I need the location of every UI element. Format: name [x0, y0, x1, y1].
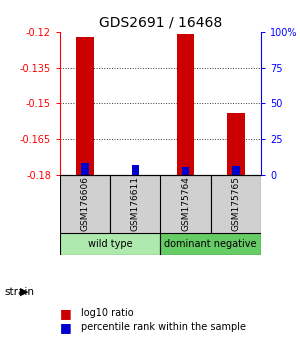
- Bar: [227, 113, 245, 175]
- Bar: [110, 175, 160, 233]
- Text: wild type: wild type: [88, 239, 133, 249]
- Bar: [127, 175, 144, 177]
- Bar: [60, 233, 160, 255]
- Text: percentile rank within the sample: percentile rank within the sample: [81, 322, 246, 332]
- Text: GSM176611: GSM176611: [131, 176, 140, 231]
- Title: GDS2691 / 16468: GDS2691 / 16468: [99, 15, 222, 29]
- Text: GSM176606: GSM176606: [81, 176, 90, 231]
- Text: strain: strain: [4, 287, 34, 297]
- Bar: [160, 233, 261, 255]
- Text: ▶: ▶: [20, 287, 29, 297]
- Bar: [160, 175, 211, 233]
- Bar: [182, 167, 189, 175]
- Bar: [177, 34, 194, 175]
- Text: log10 ratio: log10 ratio: [81, 308, 134, 318]
- Text: GSM175765: GSM175765: [231, 176, 240, 231]
- Text: GSM175764: GSM175764: [181, 176, 190, 231]
- Text: dominant negative: dominant negative: [164, 239, 257, 249]
- Bar: [232, 166, 240, 175]
- Bar: [211, 175, 261, 233]
- Bar: [81, 163, 89, 175]
- Text: ■: ■: [60, 321, 72, 334]
- Bar: [60, 175, 110, 233]
- Text: ■: ■: [60, 307, 72, 320]
- Bar: [76, 36, 94, 175]
- Bar: [132, 165, 139, 175]
